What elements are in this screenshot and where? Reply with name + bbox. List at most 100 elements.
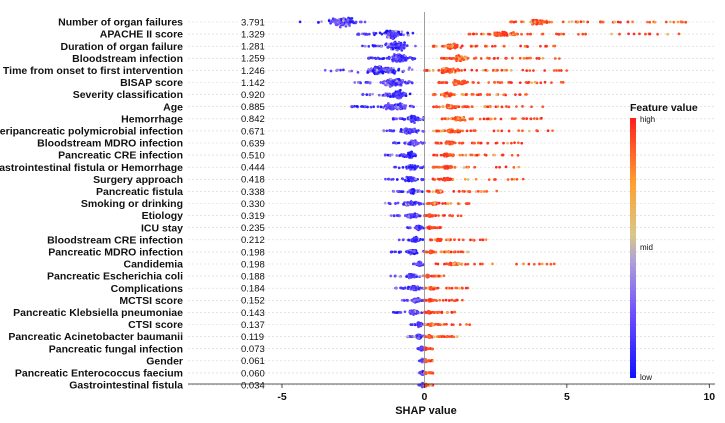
shap-point-low [394, 202, 397, 205]
shap-point-low [393, 274, 397, 278]
shap-point-high [512, 20, 516, 24]
shap-point-low [401, 177, 405, 181]
shap-point-low [391, 36, 394, 40]
shap-point-high [527, 262, 531, 266]
shap-point-high [470, 117, 474, 121]
shap-point-low [395, 189, 399, 193]
shap-point-high [486, 117, 490, 121]
shap-point-high [484, 44, 487, 48]
shap-point-high [426, 274, 430, 278]
shap-point-high [444, 166, 448, 170]
shap-point-low [384, 107, 388, 111]
shap-point-high [448, 213, 452, 217]
shap-point-low [413, 213, 416, 217]
shap-point-low [387, 35, 391, 39]
shap-point-low [399, 286, 402, 290]
shap-point-high [548, 20, 551, 24]
shap-point-high [619, 20, 622, 24]
shap-point-high [472, 141, 475, 145]
shap-point-high [525, 93, 528, 96]
shap-point-high [679, 20, 683, 24]
shap-point-low [411, 287, 415, 290]
shap-point-low [356, 71, 360, 74]
shap-point-high [517, 141, 520, 145]
shap-point-low [412, 275, 416, 279]
shap-point-high [515, 177, 519, 181]
shap-point-low [408, 201, 412, 204]
shap-point-high [463, 68, 467, 72]
shap-point-high [481, 238, 485, 242]
shap-point-high [512, 177, 516, 181]
shap-point-high [478, 238, 482, 242]
shap-point-high [433, 226, 437, 230]
shap-point-high [445, 250, 448, 254]
shap-point-high [562, 32, 565, 36]
shap-point-high [449, 177, 452, 181]
shap-point-low [372, 105, 376, 109]
shap-point-high [500, 105, 504, 109]
shap-point-low [405, 44, 409, 47]
shap-point-low [414, 262, 418, 266]
shap-point-low [395, 79, 399, 83]
shap-point-high [461, 189, 465, 193]
shap-point-high [486, 105, 490, 109]
shap-point-high [468, 323, 471, 327]
shap-point-high [464, 286, 468, 290]
shap-point-high [428, 202, 431, 205]
shap-point-low [298, 20, 302, 24]
shap-point-high [477, 81, 480, 85]
shap-point-low [412, 236, 416, 240]
shap-point-low [388, 106, 392, 110]
shap-point-low [397, 238, 401, 242]
shap-point-low [415, 213, 419, 216]
shap-point-high [631, 20, 634, 24]
shap-point-low [411, 31, 415, 35]
shap-point-high [448, 69, 452, 72]
shap-point-low [367, 32, 371, 36]
shap-point-high [503, 31, 506, 35]
shap-point-high [526, 45, 529, 48]
shap-point-high [467, 202, 471, 205]
shap-point-low [384, 42, 388, 46]
shap-point-high [496, 68, 499, 72]
shap-point-high [541, 20, 545, 24]
shap-point-high [532, 262, 536, 266]
shap-point-low [405, 298, 409, 302]
shap-point-high [510, 81, 513, 84]
shap-point-high [525, 69, 529, 72]
shap-point-high [522, 117, 526, 120]
shap-point-low [397, 30, 401, 34]
shap-point-low [414, 154, 417, 158]
shap-point-high [522, 20, 525, 24]
shap-point-high [449, 250, 453, 254]
shap-point-high [517, 129, 521, 132]
shap-point-low [384, 83, 388, 87]
shap-point-low [406, 190, 410, 194]
shap-point-high [443, 153, 447, 157]
shap-point-high [453, 310, 456, 314]
shap-point-low [369, 67, 373, 70]
shap-point-low [410, 238, 413, 242]
shap-point-low [407, 178, 410, 182]
shap-point-high [448, 56, 451, 60]
shap-point-low [405, 201, 409, 204]
shap-point-low [416, 165, 420, 168]
shap-point-high [427, 214, 431, 217]
shap-point-high [443, 214, 446, 217]
shap-point-high [432, 105, 435, 109]
shap-point-low [417, 226, 421, 229]
shap-point-low [380, 32, 384, 36]
shap-point-high [555, 69, 558, 72]
shap-point-high [535, 57, 539, 60]
shap-point-low [382, 68, 386, 72]
shap-point-low [403, 117, 407, 121]
shap-point-low [380, 45, 383, 48]
shap-point-low [401, 105, 405, 108]
shap-point-low [391, 129, 395, 133]
shap-point-high [648, 20, 652, 24]
shap-point-high [499, 33, 503, 37]
shap-point-high [510, 153, 514, 157]
shap-point-low [386, 153, 390, 157]
shap-point-high [442, 56, 446, 60]
shap-point-low [392, 190, 396, 193]
